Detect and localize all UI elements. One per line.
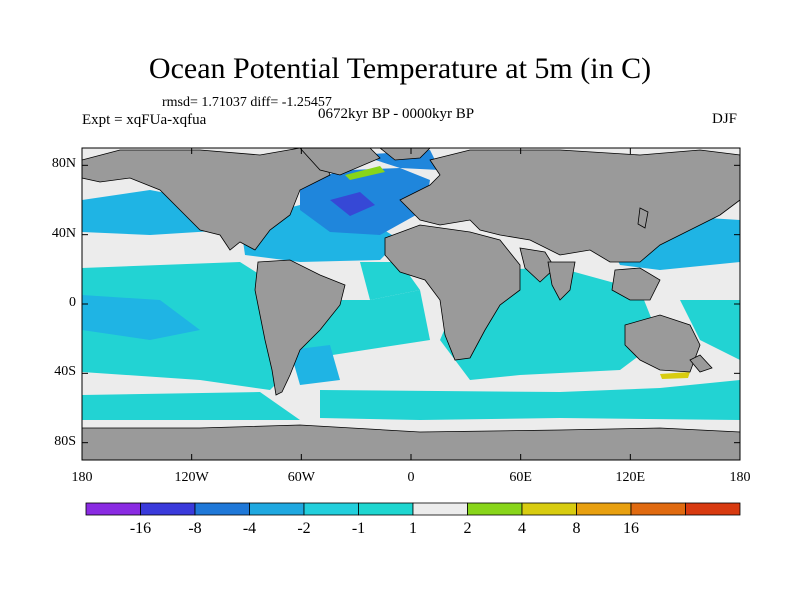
- cooling-patch-east-pacific: [82, 295, 200, 340]
- map-panel: [81, 147, 741, 461]
- colorbar-label: 16: [623, 520, 639, 537]
- lat-label: 40S: [54, 364, 76, 380]
- cooling-patch-southern: [82, 392, 300, 420]
- lon-label: 60W: [287, 470, 315, 485]
- cooling-mild-regions: [82, 262, 740, 420]
- land-masses: [81, 147, 741, 461]
- cooling-very-strong-regions: [330, 192, 375, 216]
- cooling-patch-pacific-west: [680, 300, 740, 360]
- colorbar-swatch: [521, 502, 577, 516]
- cooling-patch-south-atlantic-west: [290, 345, 340, 385]
- stats-text: rmsd= 1.71037 diff= -1.25457: [162, 95, 332, 110]
- colorbar-label: 1: [409, 520, 417, 537]
- lon-label: 120E: [615, 470, 646, 485]
- lat-label: 40N: [51, 225, 76, 241]
- lon-label: 60E: [509, 470, 532, 485]
- axis-ticks: [81, 148, 741, 460]
- colorbar-swatch: [303, 502, 359, 516]
- period-text: 0672kyr BP - 0000kyr BP: [318, 106, 475, 122]
- season-label: DJF: [712, 111, 738, 127]
- colorbar-swatch: [630, 502, 686, 516]
- colorbar-swatch: [412, 502, 468, 516]
- land-arabia-india: [519, 247, 556, 283]
- lat-label: 0: [69, 295, 76, 310]
- warming-patch-north-atlantic: [345, 166, 385, 180]
- lon-label: 120W: [174, 470, 209, 485]
- land-new-zealand: [689, 354, 713, 373]
- cooling-patch-pacific-south: [82, 262, 430, 390]
- land-japan: [637, 207, 649, 229]
- lat-label: 80S: [54, 433, 76, 449]
- land-eurasia: [399, 149, 741, 263]
- land-maritime-asia: [611, 267, 661, 301]
- colorbar-swatch: [194, 502, 250, 516]
- lon-label: 0: [407, 470, 415, 485]
- land-south-america: [254, 259, 346, 396]
- colorbar-label: -8: [188, 520, 202, 537]
- lon-label: 180: [71, 470, 93, 485]
- colorbar-label: 2: [463, 520, 472, 537]
- lat-label: 80N: [51, 156, 76, 172]
- colorbar-swatch: [685, 502, 741, 516]
- colorbar-label: -2: [297, 520, 311, 537]
- colorbar-label: 8: [572, 520, 581, 537]
- colorbar-swatch: [249, 502, 305, 516]
- land-india: [547, 261, 576, 301]
- colorbar-label: 4: [518, 520, 526, 537]
- colorbar-swatch: [358, 502, 414, 516]
- colorbar-label: -4: [242, 520, 257, 537]
- lon-label: 180: [729, 470, 751, 485]
- warming-patch-tasman: [660, 372, 690, 379]
- figure-title: Ocean Potential Temperature at 5m (in C): [148, 52, 652, 85]
- cooling-core-north-atlantic: [330, 192, 375, 216]
- colorbar: [85, 502, 741, 516]
- colorbar-swatch: [467, 502, 523, 516]
- colorbar-label: -16: [129, 520, 152, 537]
- colorbar-label: -1: [351, 520, 366, 537]
- experiment-label: Expt = xqFUa-xqfua: [82, 112, 207, 128]
- land-africa: [384, 224, 521, 361]
- cooling-patch-southern-east: [320, 380, 740, 420]
- colorbar-swatch: [140, 502, 196, 516]
- colorbar-swatch: [85, 502, 141, 516]
- land-australia: [624, 314, 701, 373]
- land-north-america: [81, 147, 331, 251]
- colorbar-swatch: [576, 502, 632, 516]
